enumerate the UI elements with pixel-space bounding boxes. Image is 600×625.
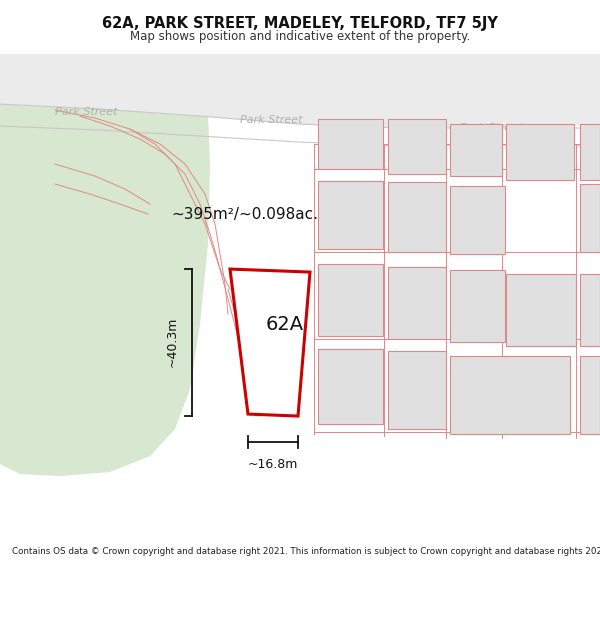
Bar	[506, 274, 576, 346]
Bar	[450, 124, 502, 176]
Bar	[388, 267, 446, 339]
Bar	[318, 181, 383, 249]
Bar	[580, 274, 600, 346]
Bar	[580, 124, 600, 180]
Text: 62A: 62A	[266, 314, 304, 334]
Text: 62A, PARK STREET, MADELEY, TELFORD, TF7 5JY: 62A, PARK STREET, MADELEY, TELFORD, TF7 …	[102, 16, 498, 31]
Text: Contains OS data © Crown copyright and database right 2021. This information is : Contains OS data © Crown copyright and d…	[12, 547, 600, 556]
Text: ~40.3m: ~40.3m	[166, 317, 179, 368]
Text: Map shows position and indicative extent of the property.: Map shows position and indicative extent…	[130, 30, 470, 43]
Polygon shape	[230, 269, 310, 416]
Bar	[318, 119, 383, 169]
Bar	[450, 356, 570, 434]
Bar	[318, 349, 383, 424]
Bar	[450, 186, 505, 254]
Bar	[388, 351, 446, 429]
Text: Park Street: Park Street	[240, 115, 302, 125]
Text: ~395m²/~0.098ac.: ~395m²/~0.098ac.	[172, 206, 319, 221]
Polygon shape	[0, 54, 600, 128]
Bar	[450, 270, 505, 342]
Bar	[580, 356, 600, 434]
Bar	[388, 182, 446, 252]
Text: ~16.8m: ~16.8m	[248, 458, 298, 471]
Bar	[318, 264, 383, 336]
Bar	[388, 119, 446, 174]
Polygon shape	[0, 54, 210, 476]
Bar	[580, 184, 600, 252]
Text: Park Street: Park Street	[460, 123, 523, 133]
Text: Park Street: Park Street	[55, 107, 118, 117]
Bar	[506, 124, 574, 180]
